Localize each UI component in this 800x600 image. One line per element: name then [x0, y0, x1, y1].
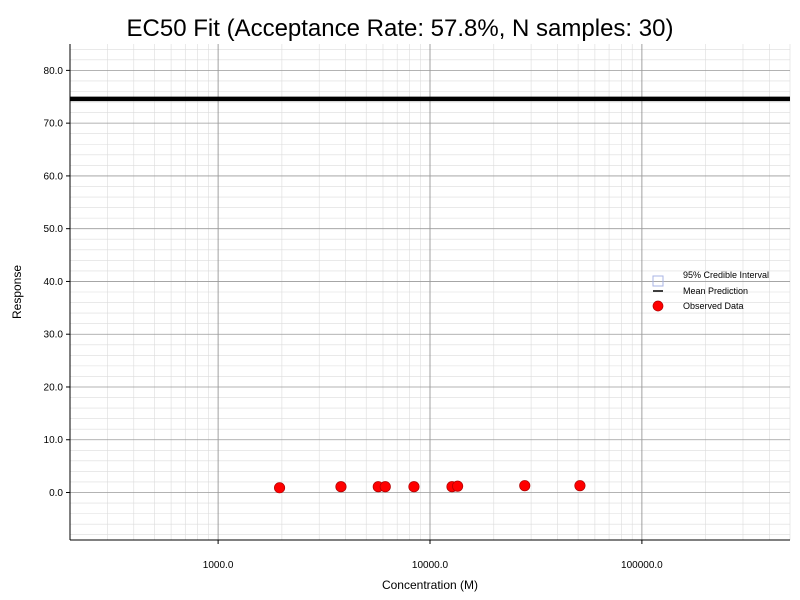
observed-data-point: [379, 481, 391, 493]
y-tick-label: 50.0: [44, 224, 64, 235]
observed-data-point: [408, 481, 420, 493]
y-axis-label: Response: [10, 265, 24, 319]
y-tick-label: 80.0: [44, 66, 64, 77]
observed-data-point: [519, 480, 531, 492]
observed-data-point: [452, 480, 464, 492]
plot-series: [70, 96, 790, 494]
observed-data-point: [574, 480, 586, 492]
x-tick-label: 10000.0: [412, 560, 449, 571]
observed-data-point: [335, 481, 347, 493]
minor-gridlines: [69, 44, 791, 540]
chart-title: EC50 Fit (Acceptance Rate: 57.8%, N samp…: [127, 15, 674, 42]
legend-observed-swatch: [652, 300, 664, 312]
y-tick-label: 40.0: [44, 277, 64, 288]
legend: 95% Credible Interval Mean Prediction Ob…: [652, 270, 769, 312]
y-tick-labels: 0.0 10.0 20.0 30.0 40.0 50.0 60.0 70.0 80.0: [44, 66, 70, 499]
legend-ci-swatch: [652, 275, 664, 287]
y-tick-label: 10.0: [44, 435, 64, 446]
legend-mean-label: Mean Prediction: [683, 286, 748, 296]
x-tick-label: 1000.0: [203, 560, 234, 571]
observed-data-point: [274, 482, 286, 494]
legend-ci-label: 95% Credible Interval: [683, 270, 769, 280]
y-tick-label: 0.0: [49, 488, 63, 499]
x-tick-label: 100000.0: [621, 560, 663, 571]
y-tick-label: 30.0: [44, 330, 64, 341]
x-axis-label: Concentration (M): [382, 578, 478, 592]
legend-observed-label: Observed Data: [683, 301, 744, 311]
major-gridlines: [70, 44, 790, 540]
x-tick-labels: 1000.0 10000.0 100000.0: [203, 540, 663, 571]
y-tick-label: 60.0: [44, 171, 64, 182]
y-tick-label: 70.0: [44, 119, 64, 130]
y-tick-label: 20.0: [44, 382, 64, 393]
